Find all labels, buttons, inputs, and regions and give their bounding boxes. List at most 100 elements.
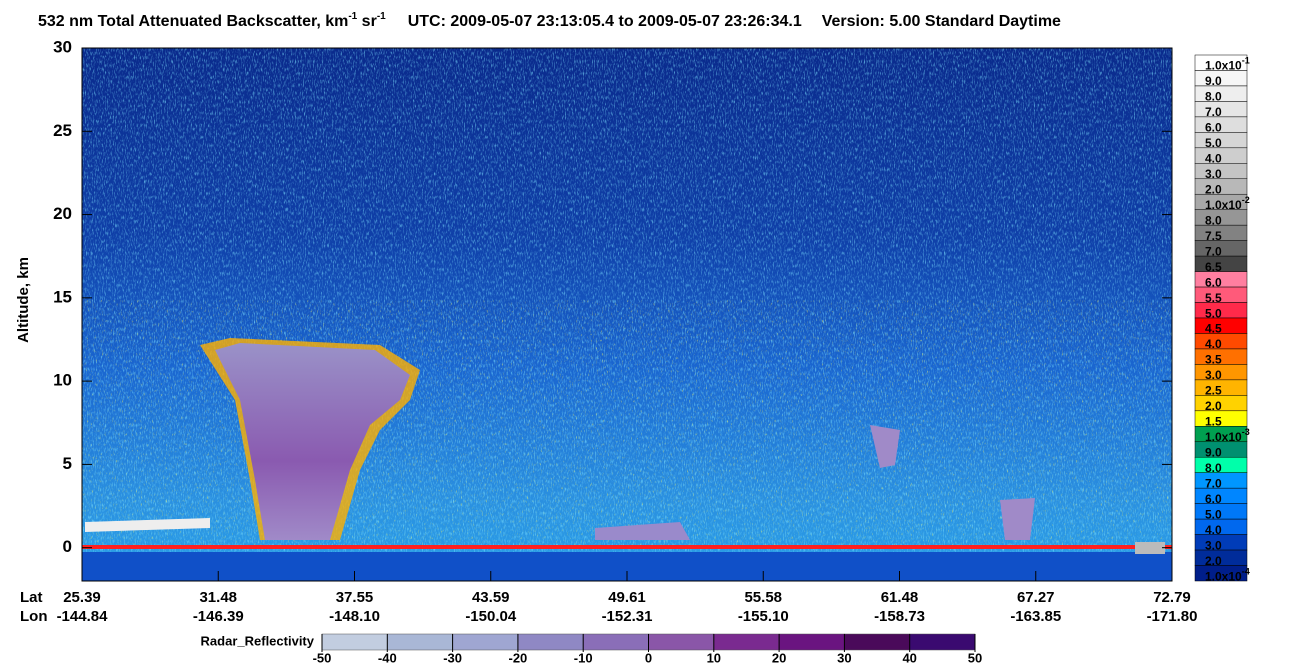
colorbar-label: 3.5 <box>1205 353 1222 367</box>
colorbar-label: 3.0 <box>1205 368 1222 382</box>
radar-tick-label: -40 <box>378 650 397 665</box>
colorbar-label-text: 9.0 <box>1205 446 1222 460</box>
colorbar-label-text: 3.0 <box>1205 167 1222 181</box>
colorbar-label: 4.0 <box>1205 337 1222 351</box>
colorbar-label: 4.5 <box>1205 322 1222 336</box>
x-tick-label: 49.61 <box>608 589 646 606</box>
colorbar-label: 7.0 <box>1205 105 1222 119</box>
colorbar-label-sup: -4 <box>1242 567 1250 577</box>
colorbar-label-text: 3.5 <box>1205 353 1222 367</box>
colorbar-label: 2.0 <box>1205 554 1222 568</box>
colorbar-label-text: 5.0 <box>1205 306 1222 320</box>
radar-swatch <box>517 633 584 651</box>
y-tick-label: 15 <box>53 287 72 306</box>
x-tick-label: -148.10 <box>329 608 380 625</box>
colorbar-label: 8.0 <box>1205 461 1222 475</box>
colorbar-label: 8.0 <box>1205 214 1222 228</box>
y-tick-label: 0 <box>63 537 72 556</box>
x-tick-label: 72.79 <box>1153 589 1191 606</box>
colorbar-label-text: 2.0 <box>1205 399 1222 413</box>
x-tick-label: -171.80 <box>1147 608 1198 625</box>
y-tick-label: 5 <box>63 454 72 473</box>
colorbar-label-text: 2.0 <box>1205 183 1222 197</box>
colorbar-label-text: 7.5 <box>1205 229 1222 243</box>
colorbar-label-text: 3.0 <box>1205 538 1222 552</box>
title-text: Version: 5.00 Standard Daytime <box>822 13 1061 30</box>
colorbar-label: 2.5 <box>1205 384 1222 398</box>
colorbar-label: 2.0 <box>1205 183 1222 197</box>
radar-tick-label: 20 <box>772 650 786 665</box>
colorbar-label: 4.0 <box>1205 152 1222 166</box>
radar-colorbar-label: Radar_Reflectivity <box>201 633 315 648</box>
radar-swatch <box>778 633 845 651</box>
colorbar-label: 5.0 <box>1205 306 1222 320</box>
x-tick-label: -152.31 <box>602 608 653 625</box>
x-tick-label: -146.39 <box>193 608 244 625</box>
x-tick-label: -158.73 <box>874 608 925 625</box>
radar-tick-label: -50 <box>313 650 332 665</box>
colorbar-label-text: 8.0 <box>1205 90 1222 104</box>
radar-tick-label: 40 <box>902 650 916 665</box>
colorbar-label: 1.0x10-4 <box>1205 567 1250 584</box>
chart-title: 532 nm Total Attenuated Backscatter, km-… <box>38 11 1061 31</box>
colorbar-label-text: 7.0 <box>1205 245 1222 259</box>
x-row-label: Lon <box>20 608 48 625</box>
radar-tick-label: 50 <box>968 650 982 665</box>
y-tick-label: 10 <box>53 371 72 390</box>
colorbar-label: 1.5 <box>1205 415 1222 429</box>
colorbar-label: 9.0 <box>1205 74 1222 88</box>
x-tick-label: 25.39 <box>63 589 101 606</box>
x-tick-label: 61.48 <box>881 589 919 606</box>
colorbar-label: 1.0x10-2 <box>1205 195 1250 212</box>
colorbar-label-text: 2.0 <box>1205 554 1222 568</box>
colorbar-label-text: 9.0 <box>1205 74 1222 88</box>
colorbar-label: 5.0 <box>1205 136 1222 150</box>
colorbar-label: 7.0 <box>1205 477 1222 491</box>
colorbar-label-text: 5.0 <box>1205 136 1222 150</box>
x-tick-label: 67.27 <box>1017 589 1055 606</box>
radar-swatch <box>321 633 388 651</box>
x-tick-label: 31.48 <box>199 589 237 606</box>
colorbar-label: 8.0 <box>1205 90 1222 104</box>
colorbar-label-text: 6.0 <box>1205 492 1222 506</box>
colorbar-label: 5.5 <box>1205 291 1222 305</box>
radar-tick-label: -30 <box>443 650 462 665</box>
colorbar-label-text: 2.5 <box>1205 384 1222 398</box>
colorbar-label: 6.0 <box>1205 275 1222 289</box>
radar-swatch <box>452 633 519 651</box>
colorbar-label: 6.5 <box>1205 260 1222 274</box>
colorbar-label: 1.0x10-1 <box>1205 56 1250 73</box>
colorbar-label-text: 7.0 <box>1205 477 1222 491</box>
colorbar-label-text: 4.0 <box>1205 152 1222 166</box>
colorbar-label-text: 3.0 <box>1205 368 1222 382</box>
radar-tick-label: -20 <box>509 650 528 665</box>
x-tick-label: -150.04 <box>465 608 517 625</box>
radar-tick-label: 10 <box>707 650 721 665</box>
radar-swatch <box>713 633 780 651</box>
colorbar-label-text: 1.0x10 <box>1205 569 1242 583</box>
colorbar-label-text: 5.0 <box>1205 508 1222 522</box>
y-tick-label: 25 <box>53 121 72 140</box>
colorbar-label-text: 4.0 <box>1205 523 1222 537</box>
title-text: sr <box>357 13 377 30</box>
colorbar-label: 3.0 <box>1205 167 1222 181</box>
colorbar-swatch <box>1194 565 1248 582</box>
y-tick-label: 30 <box>53 37 72 56</box>
colorbar-label-sup: -2 <box>1242 195 1250 205</box>
x-tick-label: -155.10 <box>738 608 789 625</box>
x-tick-label: 37.55 <box>336 589 374 606</box>
radar-tick-label: -10 <box>574 650 593 665</box>
x-row-label: Lat <box>20 589 43 606</box>
colorbar-label-text: 1.0x10 <box>1205 198 1242 212</box>
radar-tick-label: 0 <box>645 650 652 665</box>
colorbar-label-sup: -3 <box>1242 427 1250 437</box>
radar-swatch <box>387 633 453 651</box>
y-tick-label: 20 <box>53 204 72 223</box>
radar-swatch <box>909 633 976 651</box>
colorbar-label: 3.0 <box>1205 538 1222 552</box>
colorbar-label: 4.0 <box>1205 523 1222 537</box>
colorbar-label-text: 5.5 <box>1205 291 1222 305</box>
colorbar-label-text: 6.0 <box>1205 275 1222 289</box>
colorbar-label: 2.0 <box>1205 399 1222 413</box>
